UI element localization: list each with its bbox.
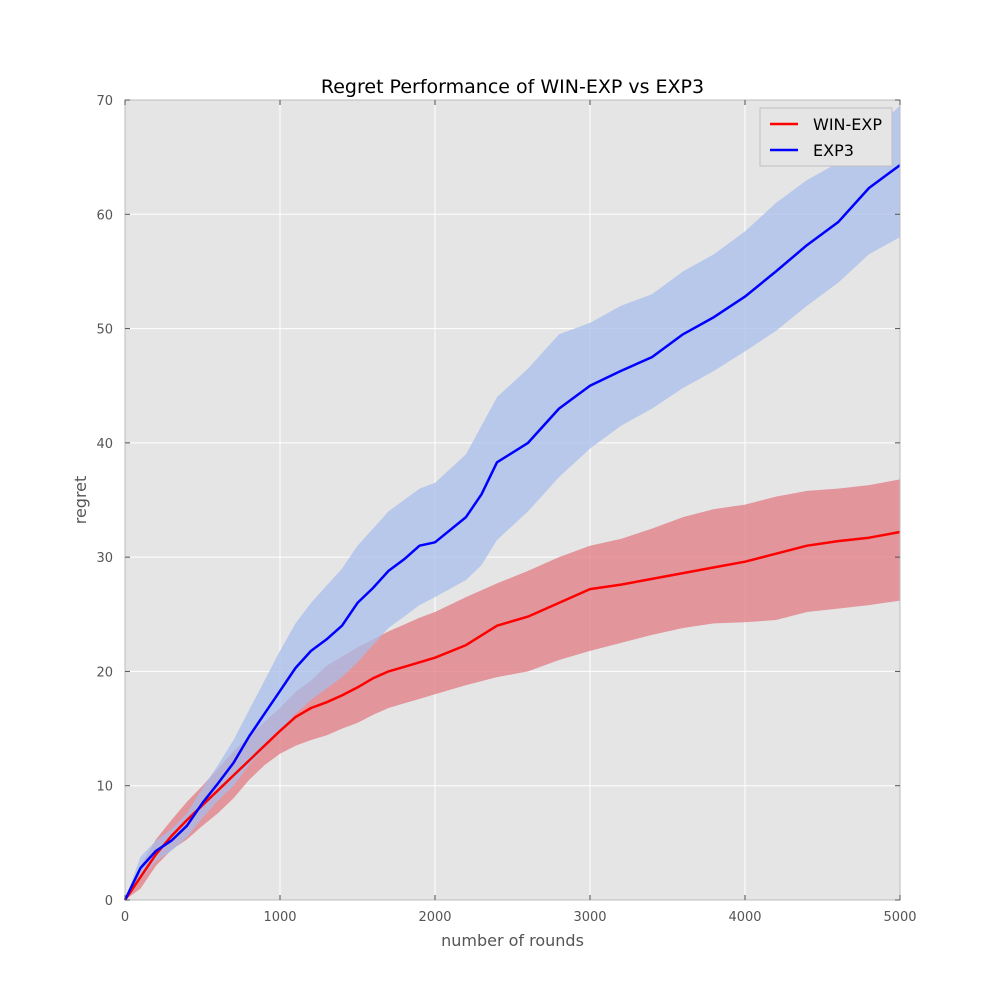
- y-tick-label: 70: [96, 94, 113, 109]
- y-tick-label: 10: [96, 780, 113, 795]
- plot-frame: [124, 99, 901, 901]
- series-lines: [123, 164, 901, 901]
- y-tick-label: 30: [96, 551, 113, 566]
- y-tick-label: 0: [105, 894, 113, 909]
- legend-label-exp3: EXP3: [813, 141, 854, 160]
- line-exp3: [123, 164, 901, 901]
- legend-box: [759, 107, 893, 167]
- y-tick-label: 50: [96, 323, 113, 338]
- band-exp3: [125, 105, 900, 900]
- x-tick-label: 1000: [263, 910, 296, 925]
- confidence-bands: [125, 105, 900, 900]
- x-axis-label: number of rounds: [441, 931, 584, 950]
- y-tick-label: 60: [96, 208, 113, 223]
- x-tick-label: 4000: [728, 910, 761, 925]
- axis-ticks: 0 1000 2000 3000 4000 5000 0 10 20 30 40 50 60 70: [96, 94, 916, 925]
- line-win-exp: [123, 530, 901, 901]
- y-tick-label: 40: [96, 437, 113, 452]
- chart-title: Regret Performance of WIN-EXP vs EXP3: [321, 76, 704, 98]
- y-axis-label: regret: [71, 476, 90, 525]
- x-tick-label: 5000: [883, 910, 916, 925]
- x-tick-label: 0: [121, 910, 129, 925]
- x-tick-label: 2000: [418, 910, 451, 925]
- legend: WIN-EXP EXP3: [759, 107, 893, 167]
- y-tick-label: 20: [96, 665, 113, 680]
- legend-label-win-exp: WIN-EXP: [813, 115, 882, 134]
- band-win-exp: [125, 479, 900, 900]
- x-tick-label: 3000: [573, 910, 606, 925]
